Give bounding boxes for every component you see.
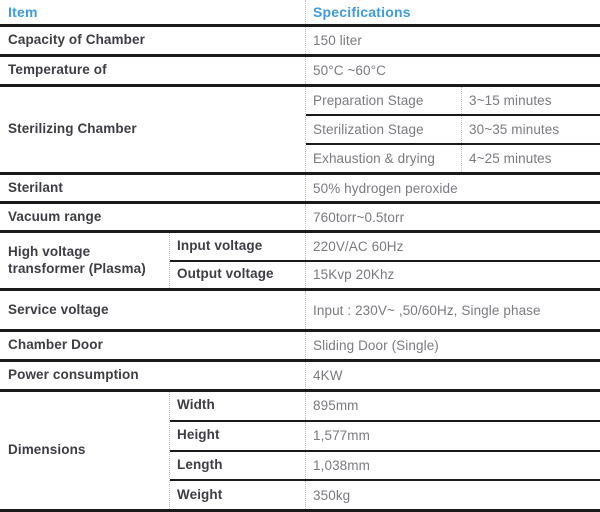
item-column-header: Item [8, 4, 38, 20]
sub-value: 220V/AC 60Hz [313, 238, 404, 254]
sub-value: 3~15 minutes [469, 93, 552, 108]
row-vacuum-range: Vacuum range 760torr~0.5torr [0, 204, 600, 233]
row-sterilant: Sterilant 50% hydrogen peroxide [0, 175, 600, 204]
sub-value: 1,577mm [313, 428, 370, 444]
row-label: Power consumption [8, 367, 139, 383]
sub-row-preparation-stage: Preparation Stage 3~15 minutes [306, 87, 600, 116]
sub-row-width: Width 895mm [170, 392, 600, 422]
sub-key: Preparation Stage [313, 93, 424, 108]
row-label: Chamber Door [8, 337, 103, 353]
row-label: Vacuum range [8, 208, 102, 224]
group-label: Dimensions [8, 442, 86, 458]
row-service-voltage: Service voltage Input : 230V~ ,50/60Hz, … [0, 291, 600, 332]
specifications-column-header: Specifications [313, 4, 411, 20]
sub-row-exhaustion-drying: Exhaustion & drying 4~25 minutes [306, 145, 600, 172]
sub-row-output-voltage: Output voltage 15Kvp 20Khz [170, 261, 600, 288]
sub-value: 15Kvp 20Khz [313, 267, 395, 283]
sub-key: Sterilization Stage [313, 122, 424, 137]
row-chamber-door: Chamber Door Sliding Door (Single) [0, 332, 600, 362]
sub-key: Output voltage [177, 266, 274, 282]
row-value: 760torr~0.5torr [313, 209, 405, 225]
sub-key: Width [177, 397, 215, 413]
row-value: Input : 230V~ ,50/60Hz, Single phase [313, 302, 541, 318]
sub-row-sterilization-stage: Sterilization Stage 30~35 minutes [306, 116, 600, 145]
sub-key: Input voltage [177, 237, 263, 253]
sub-key: Height [177, 427, 220, 443]
sub-row-weight: Weight 350kg [170, 481, 600, 509]
group-high-voltage-transformer: High voltage transformer (Plasma) Input … [0, 233, 600, 291]
row-power-consumption: Power consumption 4KW [0, 362, 600, 392]
sub-value: 350kg [313, 487, 351, 503]
row-value: Sliding Door (Single) [313, 338, 439, 353]
row-value: 50°C ~60°C [313, 63, 386, 78]
sub-value: 1,038mm [313, 457, 370, 473]
group-sterilizing-chamber: Sterilizing Chamber Preparation Stage 3~… [0, 87, 600, 175]
row-label: Sterilant [8, 179, 63, 195]
group-label: Sterilizing Chamber [8, 121, 137, 137]
row-value: 50% hydrogen peroxide [313, 180, 458, 196]
row-label: Service voltage [8, 301, 109, 317]
sub-key: Length [177, 456, 223, 472]
group-label: High voltage transformer (Plasma) [8, 243, 146, 276]
sub-row-length: Length 1,038mm [170, 451, 600, 482]
sub-key: Exhaustion & drying [313, 151, 435, 166]
sub-value: 895mm [313, 398, 359, 414]
sub-key: Weight [177, 486, 223, 502]
header-row: Item Specifications [0, 0, 600, 27]
sub-row-height: Height 1,577mm [170, 421, 600, 452]
row-capacity-of-chamber: Capacity of Chamber 150 liter [0, 27, 600, 57]
sub-value: 4~25 minutes [469, 151, 552, 166]
sub-value: 30~35 minutes [469, 122, 560, 137]
row-temperature: Temperature of 50°C ~60°C [0, 57, 600, 87]
group-dimensions: Dimensions Width 895mm Height 1,577mm Le… [0, 392, 600, 512]
row-label: Capacity of Chamber [8, 32, 145, 48]
sub-row-input-voltage: Input voltage 220V/AC 60Hz [170, 233, 600, 262]
row-value: 4KW [313, 368, 343, 383]
row-label: Temperature of [8, 62, 107, 78]
row-value: 150 liter [313, 33, 362, 48]
